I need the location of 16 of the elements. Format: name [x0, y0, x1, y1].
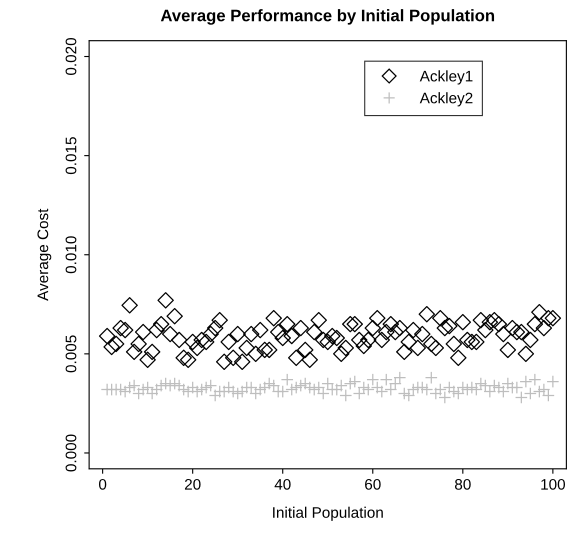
x-tick-label: 60: [365, 478, 381, 490]
y-tick-label: 0.020: [66, 38, 76, 76]
x-tick-label: 100: [541, 478, 566, 490]
chart-title: Average Performance by Initial Population: [160, 9, 494, 25]
y-tick-label: 0.015: [66, 137, 76, 174]
y-tick-label: 0.010: [66, 236, 76, 274]
x-tick-label: 20: [184, 478, 201, 490]
y-tick-label: 0.000: [66, 434, 76, 472]
x-axis-title: Initial Population: [273, 506, 383, 521]
x-tick-label: 0: [98, 478, 106, 490]
legend-label: Ackley1: [420, 70, 472, 85]
x-tick-label: 40: [274, 478, 291, 490]
y-axis-title: Average Cost: [37, 208, 52, 301]
x-tick-label: 80: [454, 478, 471, 490]
y-tick-label: 0.005: [66, 335, 76, 372]
legend-label: Ackley2: [420, 92, 472, 106]
